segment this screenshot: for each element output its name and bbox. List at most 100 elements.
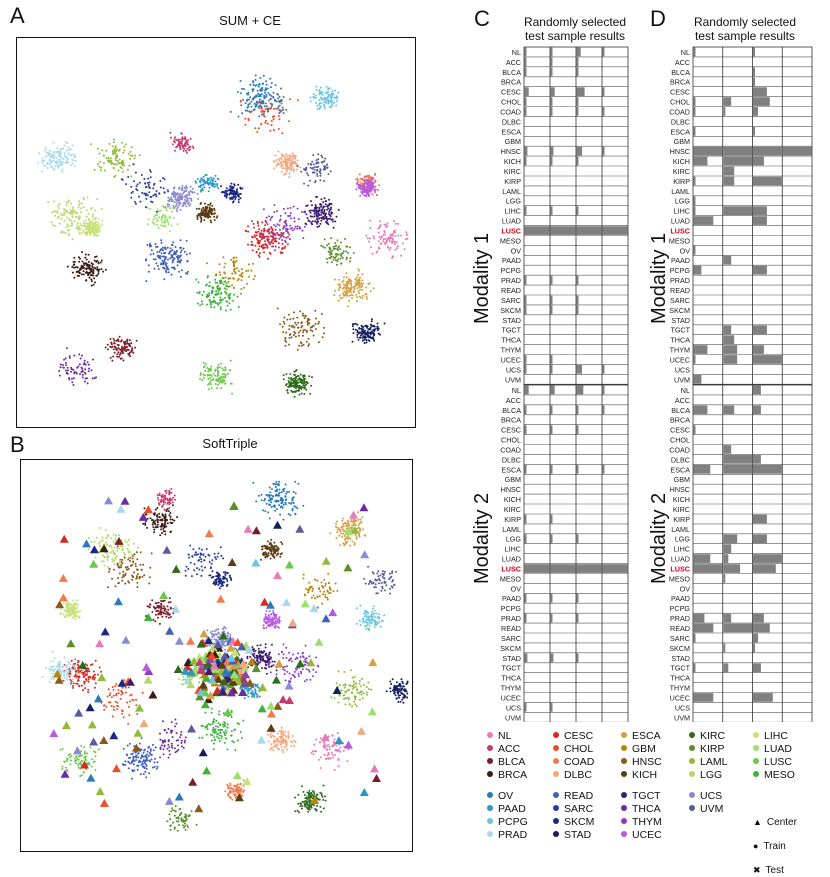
- row-label-coad: COAD: [500, 107, 521, 116]
- cell-bar: [694, 157, 708, 166]
- cell-bar: [551, 276, 553, 285]
- legend-dot-icon: [621, 818, 627, 824]
- legend-label: LAML: [700, 756, 727, 768]
- train-marker-icon: ●: [753, 841, 758, 851]
- heatD-modality2: NLACCBLCABRCACESCCHOLCOADDLBCESCAGBMHNSC…: [669, 385, 812, 722]
- legend-label: BLCA: [498, 756, 525, 768]
- panel-title-d: Randomly selected test sample results: [680, 16, 810, 44]
- cell-bar: [753, 634, 758, 643]
- cell-bar: [694, 405, 708, 414]
- legend-dot-icon: [689, 758, 695, 764]
- legend-dot-icon: [621, 771, 627, 777]
- row-label-lusc: LUSC: [501, 227, 521, 236]
- legend-item-chol: CHOL: [553, 743, 593, 756]
- row-label-lgg: LGG: [675, 197, 691, 206]
- cell-bar: [525, 226, 550, 235]
- row-label-kirc: KIRC: [673, 167, 690, 176]
- cell-bar: [753, 325, 767, 334]
- row-label-luad: LUAD: [502, 217, 521, 226]
- legend-dot-icon: [553, 745, 559, 751]
- cell-bar: [577, 425, 579, 434]
- cell-bar: [694, 266, 702, 275]
- cell-bar: [753, 107, 758, 116]
- row-label-blca: BLCA: [671, 68, 690, 77]
- row-label-chol: CHOL: [670, 436, 690, 445]
- row-label-sarc: SARC: [670, 296, 690, 305]
- legend-dot-icon: [553, 805, 559, 811]
- heatD-modality1: NLACCBLCABRCACESCCHOLCOADDLBCESCAGBMHNSC…: [669, 47, 812, 384]
- legend-dot-icon: [487, 818, 493, 824]
- row-label-lgg: LGG: [506, 535, 522, 544]
- cell-bar: [753, 534, 767, 543]
- legend-item-meso: MESO: [753, 769, 795, 782]
- row-label-paad: PAAD: [671, 594, 690, 603]
- row-label-stad: STAD: [671, 316, 690, 325]
- row-label-esca: ESCA: [501, 127, 521, 136]
- cell-bar: [603, 147, 605, 156]
- row-label-kirp: KIRP: [673, 177, 690, 186]
- row-label-meso: MESO: [500, 574, 522, 583]
- scatter-a-cluster-nl: [365, 220, 408, 259]
- legend-label: NL: [498, 730, 511, 742]
- cell-bar: [551, 703, 553, 712]
- row-label-stad: STAD: [671, 654, 690, 663]
- legend-marker-label: Train: [763, 841, 785, 852]
- cell-bar: [577, 97, 579, 106]
- cell-bar: [723, 624, 752, 633]
- scatter-a-cluster-paad: [195, 174, 220, 193]
- row-label-esca: ESCA: [670, 465, 690, 474]
- legend-label: THYM: [632, 816, 662, 828]
- cell-bar: [753, 266, 767, 275]
- cell-bar: [603, 107, 605, 116]
- row-label-ucec: UCEC: [501, 355, 521, 364]
- cell-bar: [525, 306, 527, 315]
- legend-label: UCS: [700, 790, 722, 802]
- cell-bar: [753, 515, 767, 524]
- row-label-acc: ACC: [506, 58, 521, 67]
- scatter-a-cluster-meso: [195, 275, 242, 312]
- row-label-laml: LAML: [502, 525, 521, 534]
- cell-bar: [525, 107, 527, 116]
- scatter-b-cluster-sarc: [185, 545, 225, 578]
- cell-bar: [753, 147, 782, 156]
- row-label-dlbc: DLBC: [502, 455, 521, 464]
- cell-bar: [577, 405, 579, 414]
- row-label-read: READ: [670, 286, 690, 295]
- cell-bar: [551, 48, 553, 57]
- legend-dot-icon: [689, 745, 695, 751]
- row-label-uvm: UVM: [505, 375, 521, 384]
- cell-bar: [723, 345, 737, 354]
- cell-bar: [694, 564, 723, 573]
- legend-label: OV: [498, 790, 513, 802]
- cell-bar: [753, 693, 773, 702]
- legend-label: TGCT: [632, 790, 661, 802]
- scatter-b-cluster-kirc: [294, 785, 327, 814]
- cell-bar: [603, 87, 605, 96]
- cell-bar: [694, 355, 696, 364]
- test-marker-icon: ✖: [753, 865, 761, 875]
- row-label-luad: LUAD: [671, 217, 690, 226]
- cell-bar: [525, 405, 527, 414]
- heatmap-c: NLACCBLCABRCACESCCHOLCOADDLBCESCAGBMHNSC…: [460, 44, 630, 722]
- legend-marker-center: ▲Center: [753, 816, 797, 829]
- scatter-a-cluster-acc: [169, 132, 194, 154]
- cell-bar: [577, 564, 602, 573]
- cell-bar: [525, 67, 527, 76]
- scatter-a-cluster-hnsc: [277, 308, 325, 351]
- legend-label: PCPG: [498, 816, 528, 828]
- legend-label: SKCM: [564, 816, 594, 828]
- legend-label: KICH: [632, 769, 657, 781]
- cell-bar: [694, 107, 696, 116]
- legend-dot-icon: [621, 831, 627, 837]
- cell-bar: [577, 614, 579, 623]
- row-label-ucs: UCS: [675, 703, 690, 712]
- legend-item-cesc: CESC: [553, 730, 593, 743]
- panel-letter-c: C: [474, 8, 490, 30]
- cell-bar: [551, 226, 576, 235]
- cell-bar: [551, 386, 555, 395]
- cell-bar: [525, 147, 528, 156]
- scatter-frame-a: [16, 37, 416, 428]
- cell-bar: [753, 355, 782, 364]
- legend-marker-train: ● Train: [753, 840, 786, 853]
- cell-bar: [577, 296, 579, 305]
